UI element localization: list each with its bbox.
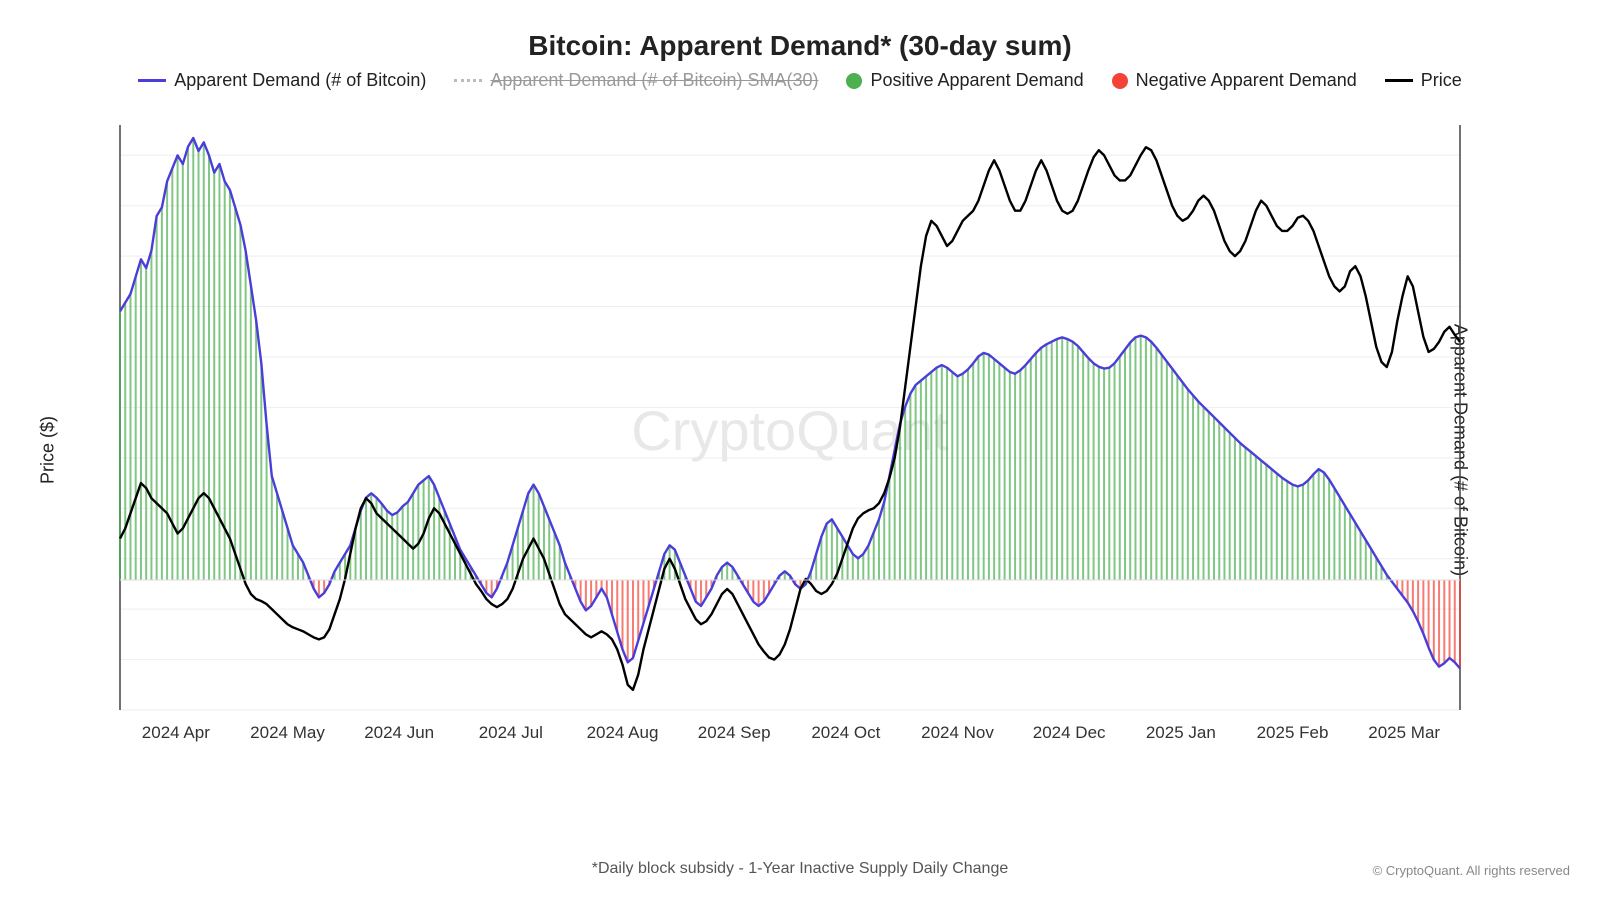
legend-marker: [846, 73, 862, 89]
svg-text:2024 Jun: 2024 Jun: [364, 723, 434, 742]
chart-subtitle: *Daily block subsidy - 1-Year Inactive S…: [0, 860, 1600, 878]
legend-item[interactable]: Apparent Demand (# of Bitcoin): [138, 70, 426, 91]
chart-title: Bitcoin: Apparent Demand* (30-day sum): [0, 30, 1600, 62]
legend-marker: [138, 79, 166, 82]
plot-area: 50K55K60K65K70K75K80K85K90K95K100K105K01…: [110, 115, 1470, 765]
svg-text:2024 Nov: 2024 Nov: [921, 723, 994, 742]
legend-item[interactable]: Apparent Demand (# of Bitcoin) SMA(30): [454, 70, 818, 91]
svg-text:2025 Feb: 2025 Feb: [1257, 723, 1329, 742]
legend-item[interactable]: Positive Apparent Demand: [846, 70, 1083, 91]
svg-text:2024 Sep: 2024 Sep: [698, 723, 771, 742]
legend-label: Positive Apparent Demand: [870, 70, 1083, 91]
legend-marker: [1385, 79, 1413, 82]
legend-label: Negative Apparent Demand: [1136, 70, 1357, 91]
svg-text:2024 Jul: 2024 Jul: [479, 723, 543, 742]
copyright: © CryptoQuant. All rights reserved: [1373, 863, 1570, 878]
chart-container: Bitcoin: Apparent Demand* (30-day sum) A…: [0, 0, 1600, 900]
legend-item[interactable]: Negative Apparent Demand: [1112, 70, 1357, 91]
y-left-label: Price ($): [38, 416, 59, 484]
legend-label: Apparent Demand (# of Bitcoin): [174, 70, 426, 91]
svg-text:2024 Aug: 2024 Aug: [587, 723, 659, 742]
legend-label: Apparent Demand (# of Bitcoin) SMA(30): [490, 70, 818, 91]
legend-label: Price: [1421, 70, 1462, 91]
legend-item[interactable]: Price: [1385, 70, 1462, 91]
svg-text:2025 Jan: 2025 Jan: [1146, 723, 1216, 742]
legend-marker: [454, 79, 482, 82]
svg-text:2024 Oct: 2024 Oct: [811, 723, 880, 742]
svg-text:2024 May: 2024 May: [250, 723, 325, 742]
svg-text:2025 Mar: 2025 Mar: [1368, 723, 1440, 742]
legend: Apparent Demand (# of Bitcoin) Apparent D…: [0, 70, 1600, 91]
svg-text:2024 Apr: 2024 Apr: [142, 723, 210, 742]
legend-marker: [1112, 73, 1128, 89]
svg-text:2024 Dec: 2024 Dec: [1033, 723, 1106, 742]
